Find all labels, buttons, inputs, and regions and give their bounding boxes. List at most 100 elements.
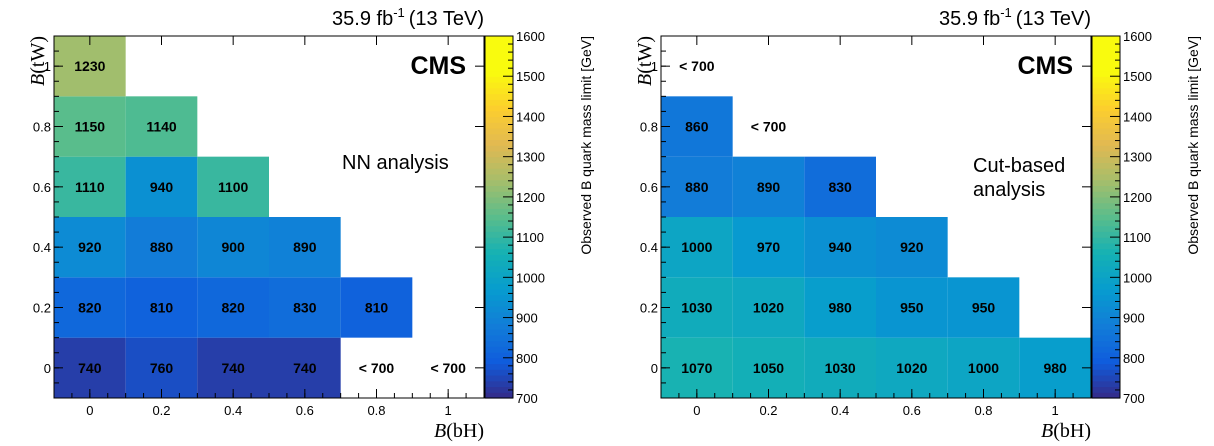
color-bar-band [1092, 150, 1120, 158]
cell-value-label: 740 [78, 360, 102, 376]
cell-value-label: 950 [900, 300, 924, 316]
heatmap-cell [732, 277, 805, 338]
color-bar-band [485, 162, 513, 169]
color-bar-tick-label: 900 [1123, 311, 1145, 326]
cell-value-label: 830 [293, 300, 317, 316]
heatmap-cell [876, 277, 948, 338]
color-bar-band [1092, 53, 1120, 60]
color-bar-tick-label: 1400 [1123, 109, 1152, 124]
cell-value-label: 890 [757, 179, 781, 195]
heatmap-cell [54, 36, 126, 97]
color-bar-band [485, 375, 513, 382]
heatmap-cell [269, 337, 341, 398]
color-bar-band [485, 363, 513, 370]
x-tick-label: 0.2 [152, 403, 170, 418]
y-axis-ticks: 0 0.2 0.4 0.6 0.8 1 [640, 35, 1091, 399]
cell-value-label: 880 [150, 239, 174, 255]
heatmap-cell [947, 337, 1020, 398]
heatmap-cell [804, 156, 876, 217]
heatmap-cell [804, 277, 876, 338]
color-bar-tick-label: 700 [516, 391, 538, 406]
color-bar-tick-label: 1200 [1123, 190, 1152, 205]
heatmap-cell [54, 337, 126, 398]
color-bar-band [485, 254, 513, 261]
y-tick-label: 0.2 [33, 301, 51, 316]
color-bar: 700 800 900 1000 1100 1200 1300 1400 1500 1600 [484, 29, 545, 406]
color-bar-frame [1091, 35, 1121, 399]
x-tick-label: 0.4 [831, 403, 849, 418]
color-bar-band [1092, 168, 1120, 175]
heatmap-cell [661, 277, 733, 338]
color-bar-band [485, 288, 513, 296]
color-bar-band [485, 323, 513, 330]
color-bar-band [485, 133, 513, 141]
color-bar-band [485, 214, 513, 221]
color-bar-band [1092, 87, 1120, 95]
color-bar-band [485, 156, 513, 164]
heatmap-cell [661, 217, 733, 278]
color-bar-tick-label: 1500 [516, 69, 545, 84]
color-bar-band [485, 271, 513, 278]
heatmap-panel-nn: 740 760 740 740 < 700 < 700 820 810 820 830 810 920… [27, 5, 594, 442]
color-bar-band [1092, 288, 1120, 296]
y-tick-label: 0.4 [33, 240, 51, 255]
cell-value-label: 1050 [753, 360, 784, 376]
y-tick-label: 0.8 [33, 120, 51, 135]
heatmap-cell [804, 337, 876, 398]
color-bar-band [1092, 122, 1120, 129]
color-bar-band [1092, 116, 1120, 123]
color-bar-band [485, 219, 513, 227]
color-bar-band [485, 64, 513, 72]
color-bar-band [1092, 214, 1120, 221]
color-bar-band [485, 317, 513, 324]
cell-value-label: 740 [221, 360, 245, 376]
x-tick-label: 0.6 [296, 403, 314, 418]
cell-value-label: 1020 [753, 300, 784, 316]
cell-value-label: < 700 [751, 119, 787, 135]
x-tick-label: 0.2 [759, 403, 777, 418]
color-bar-band [1092, 64, 1120, 72]
x-axis-title: B(bH) [434, 420, 484, 442]
cell-value-label: 740 [293, 360, 317, 376]
color-bar-band [1092, 352, 1120, 359]
heatmap-cell [661, 156, 733, 217]
heatmap-cell [661, 337, 733, 398]
color-bar-band [1092, 311, 1120, 319]
color-bar-band [1092, 47, 1120, 54]
x-tick-label: 0.8 [974, 403, 992, 418]
color-bar-tick-label: 1300 [1123, 150, 1152, 165]
color-bar-band [485, 150, 513, 158]
heatmap-cell [947, 277, 1020, 338]
color-bar-tick-label: 1000 [516, 270, 545, 285]
analysis-annotation: Cut-based [973, 155, 1065, 177]
color-bar-band [485, 139, 513, 146]
color-bar-tick-label: 900 [516, 311, 538, 326]
y-tick-label: 0.2 [640, 301, 658, 316]
color-bar-band [485, 87, 513, 95]
color-bar-band [1092, 300, 1120, 307]
color-bar-band [485, 191, 513, 198]
heatmap-cell [125, 277, 198, 338]
color-bar-band [1092, 36, 1120, 43]
heatmap-cell [804, 217, 876, 278]
color-bar-band [1092, 219, 1120, 227]
cell-value-label: 810 [150, 300, 174, 316]
cell-value-label: < 700 [430, 360, 466, 376]
x-axis-title: B(bH) [1041, 420, 1091, 442]
color-bar-band [485, 41, 513, 49]
cms-label: CMS [410, 52, 466, 80]
color-bar-band [485, 81, 513, 89]
color-bar-band [485, 208, 513, 215]
color-bar-band [485, 202, 513, 209]
color-bar-band [1092, 191, 1120, 198]
y-tick-label: 0 [651, 361, 658, 376]
z-axis-title: Observed B quark mass limit [GeV] [1185, 36, 1201, 255]
x-tick-label: 0.4 [224, 403, 242, 418]
color-bar-band [485, 179, 513, 186]
color-bar-band [1092, 70, 1120, 77]
color-bar-band [485, 334, 513, 342]
color-bar-band [1092, 104, 1120, 112]
x-axis-ticks: 0 0.2 0.4 0.6 0.8 1 [53, 36, 485, 418]
cell-value-label: 1100 [218, 179, 249, 195]
color-bar-band [485, 99, 513, 106]
